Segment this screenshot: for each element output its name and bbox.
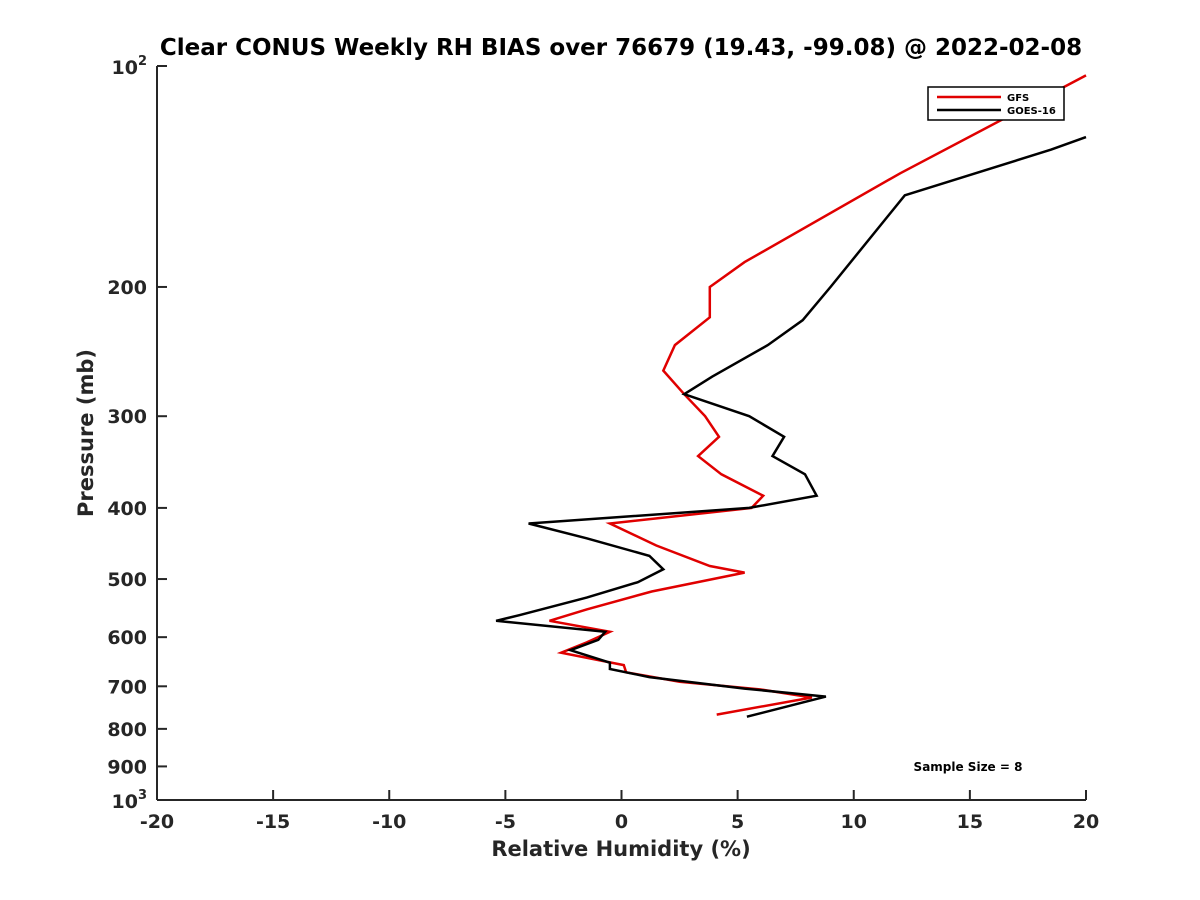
y-tick-label: 700 bbox=[107, 676, 147, 698]
axes-layer: -20 -15 -10 -5 0 5 10 15 20102200300400500600700… bbox=[107, 54, 1099, 833]
legend-label: GFS bbox=[1007, 93, 1029, 104]
x-tick-label: -20 bbox=[140, 811, 174, 833]
x-tick-label: -5 bbox=[495, 811, 516, 833]
legend-box bbox=[927, 86, 1065, 121]
series-layer bbox=[495, 74, 1087, 718]
y-tick-label-base: 10 bbox=[112, 57, 138, 79]
y-tick-label: 900 bbox=[107, 756, 147, 778]
series-line-gfs bbox=[549, 74, 1087, 716]
y-tick-label: 800 bbox=[107, 719, 147, 741]
y-tick-label: 102 bbox=[112, 54, 148, 79]
y-tick-label: 103 bbox=[112, 788, 148, 813]
y-tick-label-exponent: 3 bbox=[138, 788, 147, 803]
y-tick-label: 300 bbox=[107, 406, 147, 428]
x-tick-label: -15 bbox=[256, 811, 290, 833]
x-tick-label: 15 bbox=[957, 811, 983, 833]
x-tick-label: -10 bbox=[372, 811, 406, 833]
y-axis-label: Pressure (mb) bbox=[74, 349, 98, 517]
sample-size-annotation: Sample Size = 8 bbox=[914, 760, 1023, 774]
legend-label: GOES-16 bbox=[1007, 106, 1056, 117]
y-tick-label: 200 bbox=[107, 277, 147, 299]
y-tick-label: 600 bbox=[107, 627, 147, 649]
x-axis-label: Relative Humidity (%) bbox=[491, 837, 750, 861]
series-line-goes-16 bbox=[495, 135, 1087, 718]
legend: GFS GOES-16 bbox=[927, 86, 1065, 121]
x-tick-label: 20 bbox=[1073, 811, 1099, 833]
y-tick-label-base: 10 bbox=[112, 791, 138, 813]
x-tick-label: 0 bbox=[615, 811, 628, 833]
y-tick-label-exponent: 2 bbox=[138, 54, 147, 69]
x-tick-label: 10 bbox=[841, 811, 867, 833]
y-tick-label: 500 bbox=[107, 569, 147, 591]
y-tick-label: 400 bbox=[107, 498, 147, 520]
x-tick-label: 5 bbox=[731, 811, 744, 833]
chart-title: Clear CONUS Weekly RH BIAS over 76679 (1… bbox=[160, 35, 1082, 61]
